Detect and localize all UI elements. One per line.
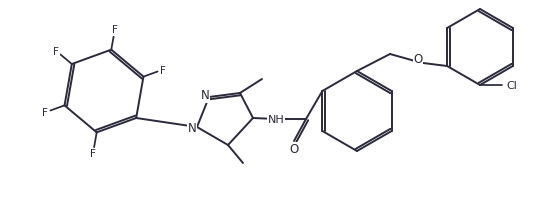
Text: N: N bbox=[188, 122, 197, 135]
Text: F: F bbox=[90, 149, 96, 159]
Text: F: F bbox=[42, 108, 48, 118]
Text: Cl: Cl bbox=[506, 81, 517, 91]
Text: F: F bbox=[160, 66, 165, 76]
Text: O: O bbox=[413, 53, 423, 66]
Text: F: F bbox=[112, 25, 118, 36]
Text: N: N bbox=[201, 89, 209, 102]
Text: F: F bbox=[53, 47, 59, 57]
Text: NH: NH bbox=[267, 115, 285, 125]
Text: O: O bbox=[290, 143, 299, 156]
